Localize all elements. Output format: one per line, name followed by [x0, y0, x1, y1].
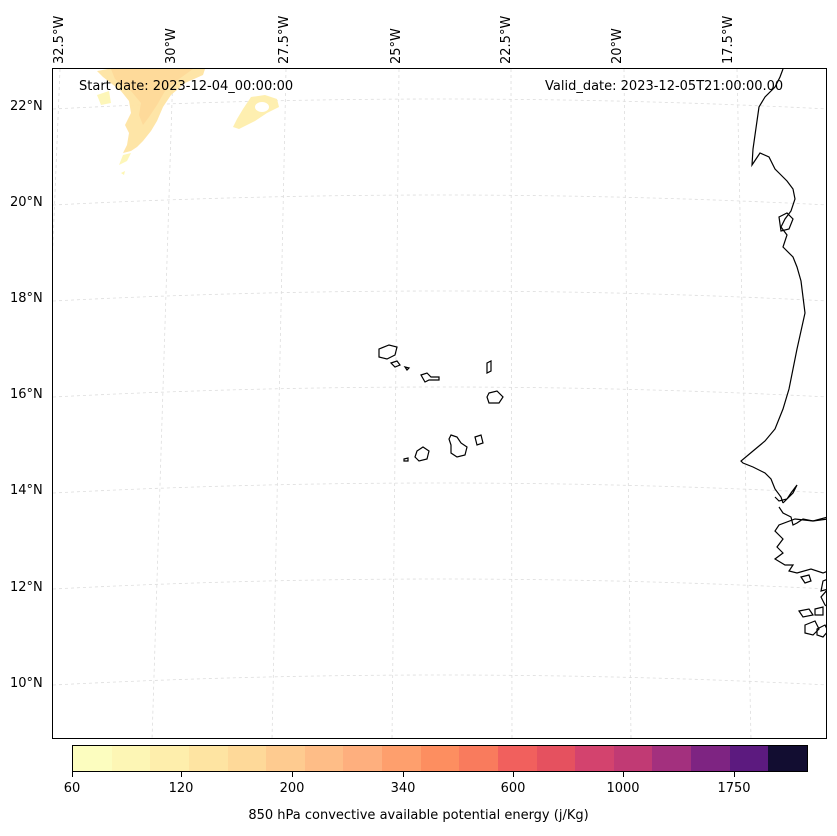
colorbar-tick-label: 1000 — [606, 781, 640, 796]
cape-field — [97, 69, 279, 175]
lat-label-10N: 10°N — [10, 676, 43, 691]
start-date-label: Start date: 2023-12-04_00:00:00 — [79, 79, 294, 94]
gridline-32.5W — [53, 69, 61, 253]
coastline-bijagos-4 — [814, 606, 824, 616]
island-santa-luzia — [403, 366, 411, 371]
island-santo-antao — [378, 344, 398, 360]
coastline-bijagos-1 — [800, 574, 812, 584]
colorbar-segment — [343, 746, 382, 771]
coastline-bijagos-3 — [798, 608, 814, 618]
gridline-12N — [53, 578, 826, 590]
cape-patch-core — [111, 69, 193, 125]
island-santiago — [448, 434, 468, 458]
gridline-20N — [53, 194, 826, 206]
coastline-cap-vert-peninsula — [778, 212, 794, 232]
colorbar-segment — [459, 746, 498, 771]
colorbar-segment — [111, 746, 151, 771]
cape-patch-east-hole — [255, 102, 269, 112]
lon-label-30W: 30°W — [164, 28, 179, 64]
colorbar-tick-label: 600 — [500, 781, 526, 796]
colorbar-tick — [734, 772, 735, 777]
colorbar-tick-label: 1750 — [717, 781, 751, 796]
lat-label-18N: 18°N — [10, 291, 43, 306]
lon-label-20W: 20°W — [610, 28, 625, 64]
island-sao-nicolau — [420, 372, 440, 383]
gridline-27.5W — [271, 69, 287, 738]
colorbar-segment — [188, 746, 228, 771]
colorbar-tick — [292, 772, 293, 777]
colorbar-segment — [768, 746, 807, 771]
coastline-bijagos-2 — [820, 579, 826, 592]
colorbar-segment — [497, 746, 537, 771]
gridline-22N — [53, 98, 826, 110]
coastline — [740, 69, 826, 638]
colorbar-tick-label: 60 — [63, 781, 81, 796]
colorbar-tick — [72, 772, 73, 777]
lon-label-27.5W: 27.5°W — [277, 15, 292, 64]
colorbar-title: 850 hPa convective available potential e… — [248, 808, 589, 823]
lon-label-25W: 25°W — [389, 28, 404, 64]
cape-patch-east — [233, 95, 279, 129]
colorbar-tick — [513, 772, 514, 777]
map-frame — [52, 68, 827, 739]
coastline-guinea-south — [820, 590, 826, 607]
cape-patch-dot — [121, 171, 125, 175]
cape-verde-islands — [378, 344, 504, 462]
colorbar-tick-label: 120 — [168, 781, 194, 796]
island-brava — [403, 457, 409, 462]
gridline-25W — [391, 69, 400, 738]
gridline-18N — [53, 290, 826, 302]
colorbar-tick-label: 340 — [390, 781, 416, 796]
island-sao-vicente — [389, 360, 401, 368]
gridline-14N — [53, 482, 826, 494]
colorbar-segment — [691, 746, 730, 771]
island-maio — [474, 434, 484, 446]
colorbar-segment — [304, 746, 344, 771]
cape-patch-outer — [119, 153, 131, 165]
coastline-mainland-north — [740, 69, 806, 504]
colorbar-tick — [403, 772, 404, 777]
colorbar-segment — [150, 746, 189, 771]
colorbar-segment — [652, 746, 691, 771]
island-sal — [486, 360, 492, 374]
colorbar-tick — [181, 772, 182, 777]
colorbar — [72, 745, 808, 772]
lat-label-22N: 22°N — [10, 99, 43, 114]
gridline-22.5W — [510, 69, 513, 738]
gridline-17.5W — [736, 69, 752, 738]
valid-date-label: Valid_date: 2023-12-05T21:00:00.00 — [545, 79, 784, 94]
colorbar-segment — [227, 746, 267, 771]
lat-label-14N: 14°N — [10, 483, 43, 498]
coastline-guinea-bissau — [773, 518, 826, 574]
coastline-bijagos-6 — [816, 624, 826, 638]
colorbar-segment — [266, 746, 305, 771]
colorbar-tick-label: 200 — [279, 781, 305, 796]
gridline-16N — [53, 386, 826, 398]
colorbar-segment — [536, 746, 576, 771]
lat-label-16N: 16°N — [10, 387, 43, 402]
lon-label-22.5W: 22.5°W — [499, 15, 514, 64]
colorbar-segment — [382, 746, 421, 771]
latitude-gridlines — [53, 98, 826, 686]
lat-label-20N: 20°N — [10, 195, 43, 210]
longitude-gridlines — [53, 69, 752, 738]
gridline-30W — [151, 69, 174, 738]
colorbar-segment — [729, 746, 769, 771]
cape-patch-small-1 — [97, 91, 111, 105]
gridline-10N — [53, 674, 826, 686]
colorbar-segment — [613, 746, 653, 771]
colorbar-tick — [623, 772, 624, 777]
lat-label-12N: 12°N — [10, 580, 43, 595]
coastline-senegal-gambia — [774, 484, 826, 526]
island-fogo — [414, 446, 430, 462]
island-boa-vista — [486, 390, 504, 404]
lon-label-17.5W: 17.5°W — [721, 15, 736, 64]
coastline-bijagos-5 — [804, 620, 820, 636]
colorbar-segment — [73, 746, 112, 771]
gridline-20W — [623, 69, 632, 738]
colorbar-segment — [575, 746, 614, 771]
colorbar-segment — [420, 746, 460, 771]
lon-label-32.5W: 32.5°W — [52, 15, 67, 64]
map-canvas — [53, 69, 826, 738]
